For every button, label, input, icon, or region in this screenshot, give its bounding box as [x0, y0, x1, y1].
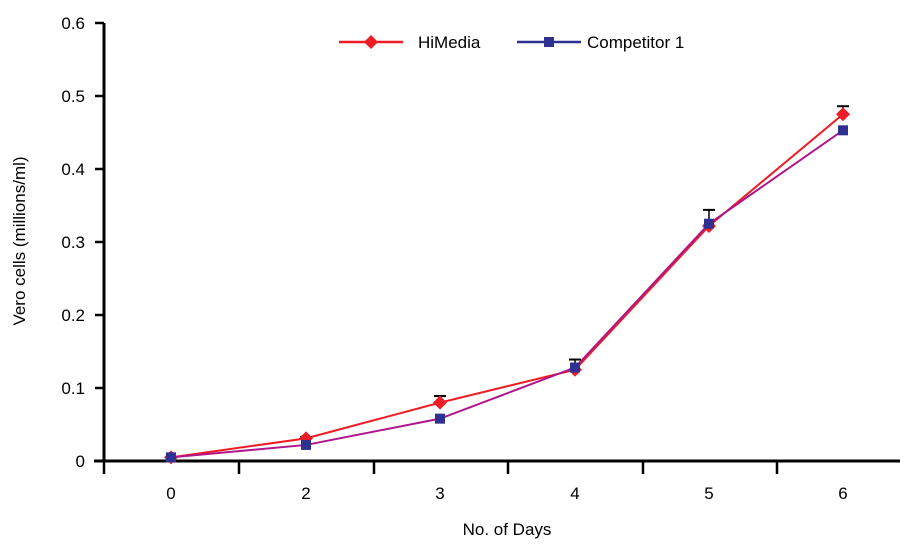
data-point	[836, 107, 850, 122]
y-axis-title: Vero cells (millions/ml)	[10, 156, 29, 325]
legend-swatch-marker	[364, 35, 378, 49]
data-point	[704, 218, 714, 229]
axes	[94, 23, 900, 463]
series-line	[170, 129, 844, 459]
data-point	[570, 362, 580, 373]
legend: HiMedia Competitor 1	[339, 33, 684, 52]
legend-swatch-marker	[544, 37, 554, 47]
x-tick-label: 2	[301, 484, 310, 503]
y-tick-label: 0.4	[61, 160, 85, 179]
data-point	[433, 395, 447, 410]
legend-label: Competitor 1	[587, 33, 684, 52]
x-tick-label: 3	[435, 484, 444, 503]
data-point	[435, 413, 445, 424]
series-line	[170, 113, 844, 459]
series-competitor-1	[166, 125, 848, 463]
y-tick-label: 0.2	[61, 306, 85, 325]
y-ticks: 0 0.1 0.2 0.3 0.4 0.5 0.6	[61, 14, 104, 471]
legend-label: HiMedia	[418, 33, 481, 52]
legend-item: HiMedia	[339, 33, 481, 52]
x-tick-label: 4	[570, 484, 579, 503]
data-point	[301, 439, 311, 450]
y-tick-label: 0	[76, 452, 85, 471]
data-point	[166, 452, 176, 463]
x-tick-label: 5	[704, 484, 713, 503]
x-tick-label: 6	[838, 484, 847, 503]
y-tick-label: 0.1	[61, 379, 85, 398]
y-tick-label: 0.6	[61, 14, 85, 33]
y-tick-label: 0.3	[61, 233, 85, 252]
series-layer	[164, 105, 850, 465]
x-tick-label: 0	[166, 484, 175, 503]
series-himedia	[164, 105, 850, 465]
y-tick-label: 0.5	[61, 87, 85, 106]
legend-item: Competitor 1	[517, 33, 684, 52]
x-ticks: 0 2 3 4 5 6	[102, 461, 848, 503]
data-point	[838, 125, 848, 136]
x-axis-title: No. of Days	[463, 520, 552, 539]
